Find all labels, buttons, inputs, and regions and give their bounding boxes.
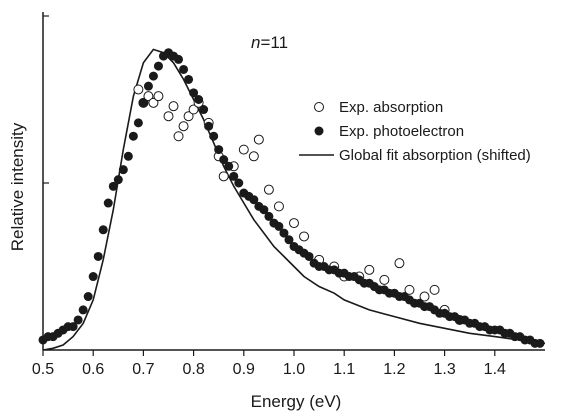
photoelectron-point (214, 145, 224, 155)
photoelectron-point (204, 121, 214, 131)
photoelectron-point (78, 305, 88, 315)
absorption-point (394, 258, 405, 269)
photoelectron-point (274, 221, 284, 231)
photoelectron-point (284, 235, 294, 245)
absorption-point (163, 111, 174, 122)
absorption-point (429, 284, 440, 295)
photoelectron-point (133, 118, 143, 128)
x-tick-label: 1.4 (484, 361, 506, 378)
photoelectron-point (143, 81, 153, 91)
photoelectron-point (194, 95, 204, 104)
absorption-points (133, 84, 465, 325)
photoelectron-point (234, 178, 244, 188)
x-ticks: 0.5 0.6 0.7 0.8 0.9 1.0 1.1 1.2 1.3 1.4 (32, 350, 506, 378)
photoelectron-point (108, 181, 118, 191)
photoelectron-point (128, 131, 138, 141)
absorption-point (133, 84, 144, 95)
fit-line-group (42, 48, 546, 351)
legend-marker-absorption (314, 102, 324, 112)
x-tick-label: 1.0 (283, 361, 305, 378)
annotation-n-11: n=11 (251, 33, 288, 52)
photoelectron-point (123, 151, 133, 161)
photoelectron-points (38, 48, 545, 348)
photoelectron-point (103, 198, 113, 208)
annotation-rest: =11 (260, 33, 288, 52)
x-tick-label: 1.1 (333, 361, 355, 378)
photoelectron-point (83, 292, 93, 302)
absorption-point (148, 97, 159, 108)
photoelectron-point (189, 88, 199, 98)
photoelectron-point (153, 61, 163, 71)
photoelectron-point (93, 251, 103, 261)
absorption-point (404, 284, 415, 295)
photoelectron-point (209, 131, 219, 141)
x-tick-label: 1.2 (383, 361, 405, 378)
absorption-point (178, 121, 189, 132)
photoelectron-point (118, 165, 128, 175)
absorption-point (143, 91, 154, 102)
photoelectron-point (229, 171, 239, 181)
photoelectron-point (224, 161, 234, 171)
legend-label-photoelectron: Exp. photoelectron (339, 123, 464, 140)
absorption-point (173, 131, 184, 142)
photoelectron-point (219, 155, 229, 165)
absorption-point (183, 111, 194, 122)
absorption-point (153, 91, 164, 102)
photoelectron-point (98, 225, 108, 235)
legend-label-fit: Global fit absorption (shifted) (339, 147, 531, 164)
x-tick-label: 1.3 (433, 361, 455, 378)
absorption-point (218, 171, 229, 182)
photoelectron-point (113, 175, 123, 185)
photoelectron-point (259, 205, 269, 215)
photoelectron-point (264, 211, 274, 221)
annotation-italic: n (251, 33, 260, 52)
photoelectron-point (279, 228, 289, 238)
x-tick-label: 0.6 (82, 361, 104, 378)
photoelectron-point (68, 322, 78, 332)
legend: Exp. absorption Exp. photoelectron Globa… (299, 99, 531, 164)
legend-marker-photoelectron (314, 126, 324, 136)
absorption-point (188, 104, 199, 115)
photoelectron-point (138, 98, 148, 108)
legend-label-absorption: Exp. absorption (339, 99, 443, 116)
photoelectron-point (304, 251, 314, 261)
absorption-point (299, 231, 310, 242)
photoelectron-point (249, 195, 259, 205)
x-tick-label: 0.7 (132, 361, 154, 378)
x-tick-label: 0.9 (233, 361, 255, 378)
photoelectron-point (73, 315, 83, 325)
fit-line (42, 48, 546, 351)
photoelectron-point (199, 105, 209, 115)
photoelectron-point (148, 71, 158, 81)
photoelectron-point (184, 74, 194, 84)
absorption-point (253, 134, 264, 145)
absorption-point (273, 201, 284, 212)
absorption-point (289, 218, 299, 229)
photoelectron-point (179, 64, 189, 74)
absorption-point (364, 264, 375, 275)
photoelectron-point (535, 338, 545, 348)
photoelectron-point (174, 54, 184, 64)
absorption-point (248, 151, 259, 162)
absorption-point (379, 274, 390, 285)
photoelectron-point (88, 272, 98, 282)
absorption-point (168, 101, 179, 112)
x-tick-label: 0.8 (182, 361, 204, 378)
absorption-point (419, 291, 430, 302)
absorption-point (238, 144, 249, 155)
x-tick-label: 0.5 (32, 361, 54, 378)
y-axis-label: Relative intensity (8, 122, 27, 251)
x-axis-label: Energy (eV) (251, 392, 342, 411)
absorption-point (263, 184, 274, 195)
